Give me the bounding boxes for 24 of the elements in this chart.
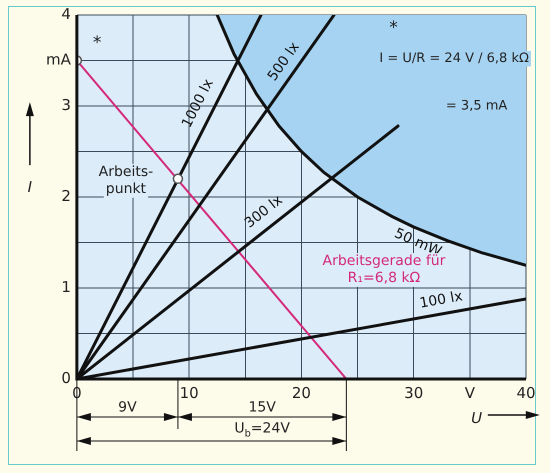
- y-axis-title: I: [28, 178, 33, 196]
- text: 15V: [248, 400, 276, 416]
- annotation: Arbeits- punkt: [98, 164, 154, 197]
- y-tick-label: 3: [61, 96, 71, 114]
- text: 100 lx: [418, 288, 464, 312]
- x-tick-label: V: [464, 384, 476, 402]
- y-tick-label: 4: [61, 4, 71, 23]
- annotation: I = U/R = 24 V / 6,8 kΩ: [379, 51, 529, 66]
- text: 300 lx: [242, 192, 286, 232]
- y-tick-label: mA: [46, 50, 72, 68]
- y-tick-label: 0: [61, 368, 71, 387]
- x-tick-label: 10: [180, 384, 199, 402]
- x-axis-title: U: [471, 408, 482, 427]
- text: 9V: [118, 400, 138, 416]
- annotation: *: [389, 18, 398, 38]
- y-tick-label: 1: [61, 278, 71, 296]
- annotation: *: [92, 32, 102, 53]
- annotation: = 3,5 mA: [446, 98, 508, 114]
- text: Arbeitsgerade für R₁=6,8 kΩ: [322, 253, 446, 286]
- text: 1000 lx: [178, 76, 217, 130]
- x-tick-label: 30: [404, 384, 424, 402]
- y-tick-label: 2: [61, 186, 71, 205]
- x-tick-label: 40: [516, 384, 536, 402]
- x-tick-label: 20: [292, 384, 311, 402]
